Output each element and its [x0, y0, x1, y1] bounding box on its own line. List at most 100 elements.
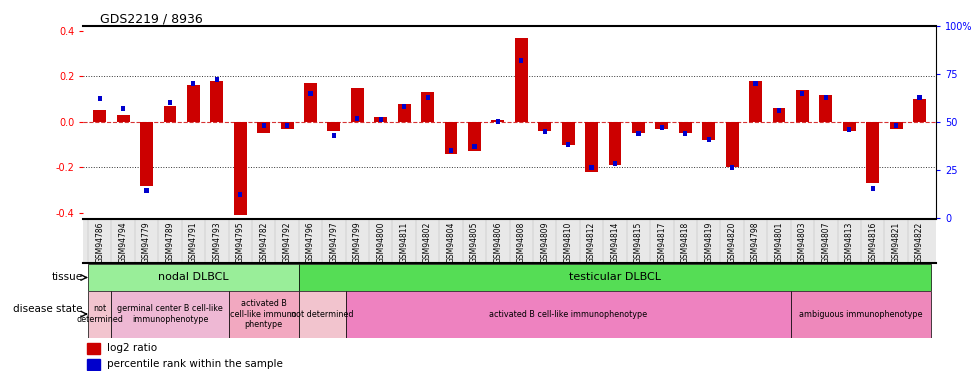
- Text: nodal DLBCL: nodal DLBCL: [158, 273, 228, 282]
- Text: GDS2219 / 8936: GDS2219 / 8936: [100, 12, 203, 25]
- Bar: [472, 144, 476, 149]
- Text: GSM94799: GSM94799: [353, 222, 362, 263]
- Bar: [819, 94, 832, 122]
- Bar: [449, 148, 453, 153]
- Bar: [299, 291, 346, 338]
- Bar: [679, 122, 692, 133]
- Bar: [112, 291, 228, 338]
- Text: not determined: not determined: [291, 310, 354, 319]
- Text: GSM94815: GSM94815: [634, 222, 643, 263]
- Text: activated B cell-like immunophenotype: activated B cell-like immunophenotype: [489, 310, 647, 319]
- Text: GSM94800: GSM94800: [376, 222, 385, 263]
- Bar: [346, 291, 791, 338]
- Bar: [890, 122, 903, 129]
- Text: GSM94803: GSM94803: [798, 222, 807, 263]
- Text: GSM94789: GSM94789: [166, 222, 174, 263]
- Text: tissue: tissue: [52, 273, 83, 282]
- Bar: [543, 129, 547, 134]
- Bar: [398, 104, 411, 122]
- Bar: [228, 291, 299, 338]
- Text: GSM94812: GSM94812: [587, 222, 596, 263]
- Bar: [304, 83, 317, 122]
- Text: GSM94822: GSM94822: [915, 222, 924, 263]
- Text: disease state: disease state: [14, 304, 83, 314]
- Bar: [187, 86, 200, 122]
- Text: GSM94808: GSM94808: [516, 222, 526, 263]
- Text: not
determined: not determined: [76, 304, 123, 324]
- Bar: [870, 186, 875, 191]
- Bar: [730, 165, 734, 170]
- Bar: [332, 133, 336, 138]
- Text: testicular DLBCL: testicular DLBCL: [569, 273, 661, 282]
- Bar: [514, 38, 528, 122]
- Bar: [772, 108, 785, 122]
- Text: percentile rank within the sample: percentile rank within the sample: [108, 359, 283, 369]
- Bar: [88, 264, 299, 291]
- Bar: [917, 94, 921, 99]
- Text: GSM94801: GSM94801: [774, 222, 783, 263]
- Text: ambiguous immunophenotype: ambiguous immunophenotype: [800, 310, 923, 319]
- Bar: [299, 264, 931, 291]
- Bar: [707, 136, 710, 142]
- Bar: [93, 111, 106, 122]
- Bar: [144, 188, 149, 193]
- Text: GSM94811: GSM94811: [400, 222, 409, 263]
- Bar: [374, 117, 387, 122]
- Text: GSM94806: GSM94806: [493, 222, 503, 263]
- Bar: [445, 122, 458, 154]
- Bar: [913, 99, 926, 122]
- Text: log2 ratio: log2 ratio: [108, 343, 158, 353]
- Text: GSM94794: GSM94794: [119, 222, 127, 263]
- Bar: [519, 58, 523, 63]
- Text: GSM94810: GSM94810: [564, 222, 572, 263]
- Bar: [351, 88, 364, 122]
- Text: GSM94793: GSM94793: [213, 222, 221, 263]
- Bar: [656, 122, 668, 129]
- Text: GSM94802: GSM94802: [423, 222, 432, 263]
- Bar: [609, 122, 621, 165]
- Bar: [355, 116, 360, 120]
- Bar: [796, 90, 808, 122]
- Bar: [538, 122, 551, 131]
- Bar: [402, 104, 407, 109]
- Bar: [234, 122, 247, 215]
- Bar: [585, 122, 598, 172]
- Bar: [87, 343, 101, 354]
- Text: GSM94805: GSM94805: [470, 222, 479, 263]
- Bar: [683, 131, 687, 136]
- Text: GSM94817: GSM94817: [658, 222, 666, 263]
- Bar: [309, 91, 313, 96]
- Text: GSM94821: GSM94821: [892, 222, 901, 263]
- Text: GSM94782: GSM94782: [259, 222, 269, 263]
- Bar: [703, 122, 715, 140]
- Bar: [562, 122, 574, 145]
- Bar: [725, 122, 739, 167]
- Text: GSM94779: GSM94779: [142, 222, 151, 263]
- Bar: [215, 77, 219, 82]
- Text: GSM94820: GSM94820: [727, 222, 737, 263]
- Text: GSM94814: GSM94814: [611, 222, 619, 263]
- Bar: [262, 123, 266, 128]
- Bar: [636, 131, 641, 136]
- Bar: [566, 142, 570, 147]
- Bar: [749, 81, 762, 122]
- Bar: [632, 122, 645, 133]
- Bar: [468, 122, 481, 152]
- Bar: [824, 94, 828, 99]
- Text: GSM94798: GSM94798: [751, 222, 760, 263]
- Bar: [777, 108, 781, 113]
- Bar: [866, 122, 879, 183]
- Bar: [843, 122, 856, 131]
- Bar: [660, 125, 664, 130]
- Bar: [801, 91, 805, 96]
- Bar: [280, 122, 294, 129]
- Bar: [894, 123, 899, 128]
- Text: GSM94819: GSM94819: [705, 222, 713, 263]
- Bar: [191, 81, 195, 86]
- Bar: [87, 358, 101, 370]
- Bar: [168, 100, 172, 105]
- Text: GSM94796: GSM94796: [306, 222, 315, 263]
- Bar: [285, 123, 289, 128]
- Bar: [425, 94, 429, 99]
- Text: GSM94795: GSM94795: [236, 222, 245, 263]
